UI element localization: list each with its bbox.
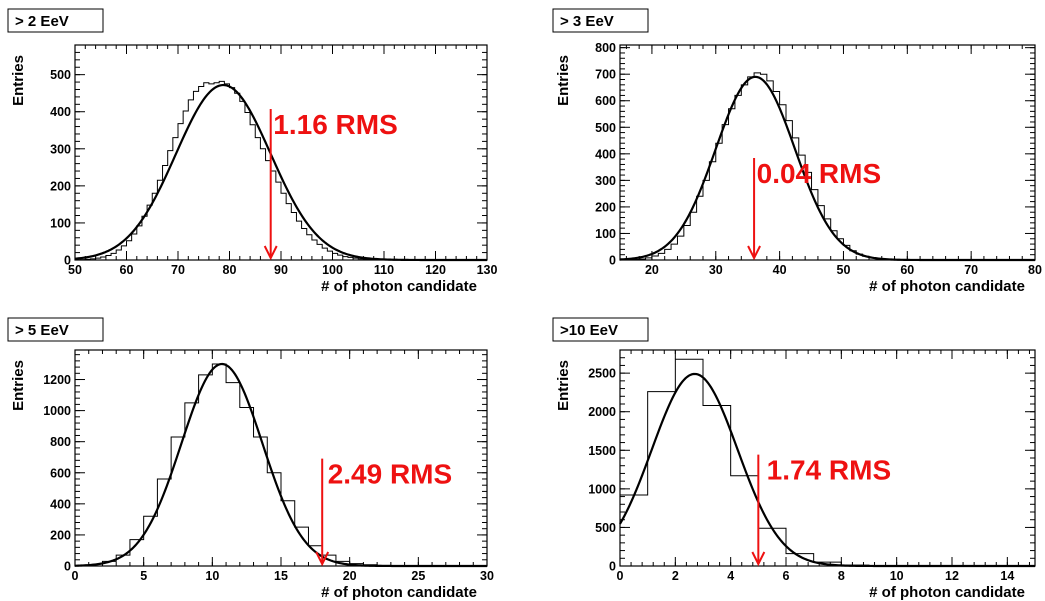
title-box: [552, 317, 649, 342]
x-tick-label: 100: [322, 263, 343, 277]
rms-arrow-head: [751, 551, 766, 567]
chart-title: > 3 EeV: [560, 13, 614, 30]
title-box: [7, 8, 104, 33]
rms-arrow-head: [747, 245, 761, 261]
y-tick-label: 800: [595, 41, 616, 55]
x-tick-label: 20: [645, 263, 659, 277]
title-box: [552, 8, 649, 33]
x-tick-label: 4: [727, 569, 734, 583]
rms-arrow-head: [315, 551, 330, 567]
chart-panel-3: > 5 EeV 0 5 10 15 20 25 30 0 200 400 600 800 1000 1200…: [7, 317, 494, 601]
y-tick-label: 100: [50, 216, 71, 230]
y-tick-label: 500: [50, 68, 71, 82]
chart-title: > 5 EeV: [15, 322, 69, 339]
y-tick-label: 2500: [588, 367, 616, 381]
y-tick-label: 0: [609, 560, 616, 574]
x-tick-label: 10: [205, 569, 219, 583]
rms-annotation: 0.04 RMS: [757, 158, 882, 189]
y-axis-label: Entries: [10, 55, 27, 106]
x-tick-label: 30: [709, 263, 723, 277]
y-axis-label: Entries: [555, 55, 572, 106]
x-tick-label: 20: [343, 569, 357, 583]
y-axis-label: Entries: [555, 360, 572, 411]
y-tick-label: 200: [50, 179, 71, 193]
rms-annotation: 2.49 RMS: [328, 459, 453, 490]
x-tick-label: 60: [120, 263, 134, 277]
y-tick-label: 800: [50, 435, 71, 449]
y-tick-label: 0: [64, 254, 71, 268]
histogram-series: [101, 363, 406, 567]
y-tick-label: 300: [595, 174, 616, 188]
x-tick-label: 110: [374, 263, 394, 277]
y-tick-label: 1000: [43, 404, 71, 418]
y-tick-label: 300: [50, 142, 71, 156]
y-tick-label: 700: [595, 68, 616, 82]
y-tick-label: 400: [50, 105, 71, 119]
y-tick-label: 0: [64, 560, 71, 574]
y-tick-label: 2000: [588, 405, 616, 419]
x-tick-label: 70: [171, 263, 185, 277]
x-tick-label: 15: [274, 569, 288, 583]
x-tick-label: 8: [838, 569, 845, 583]
x-tick-label: 130: [477, 263, 498, 277]
x-tick-label: 12: [945, 569, 959, 583]
x-tick-label: 6: [783, 569, 790, 583]
y-tick-label: 500: [595, 521, 616, 535]
x-tick-label: 50: [68, 263, 82, 277]
y-tick-label: 1000: [588, 482, 616, 496]
title-box: [7, 317, 104, 342]
x-axis-label: # of photon candidate: [321, 584, 477, 601]
chart-title: >10 EeV: [560, 322, 618, 339]
y-tick-label: 600: [595, 94, 616, 108]
y-tick-label: 1500: [588, 444, 616, 458]
x-axis-label: # of photon candidate: [321, 278, 477, 295]
x-tick-label: 30: [480, 569, 494, 583]
x-tick-label: 90: [274, 263, 288, 277]
y-tick-label: 200: [595, 200, 616, 214]
x-tick-label: 80: [1028, 263, 1042, 277]
chart-title: > 2 EeV: [15, 13, 69, 30]
x-tick-label: 50: [837, 263, 851, 277]
x-tick-label: 5: [140, 569, 147, 583]
y-axis-label: Entries: [10, 360, 27, 411]
y-tick-label: 1200: [43, 373, 71, 387]
x-tick-label: 60: [900, 263, 914, 277]
x-tick-label: 25: [411, 569, 425, 583]
x-tick-label: 0: [72, 569, 79, 583]
rms-annotation: 1.16 RMS: [273, 109, 398, 140]
y-tick-label: 200: [50, 528, 71, 542]
rms-arrow-head: [263, 245, 278, 261]
y-tick-label: 500: [595, 121, 616, 135]
x-tick-label: 70: [964, 263, 978, 277]
x-tick-label: 10: [890, 569, 904, 583]
x-tick-label: 0: [617, 569, 624, 583]
x-tick-label: 2: [672, 569, 679, 583]
y-tick-label: 100: [595, 227, 616, 241]
x-axis-label: # of photon candidate: [869, 278, 1025, 295]
y-tick-label: 400: [50, 497, 71, 511]
chart-panel-1: > 2 EeV 50 60 70 80 90 100 110 120 130 0 100 200 300 4…: [7, 8, 498, 295]
x-tick-label: 120: [425, 263, 446, 277]
plot-frame: [619, 44, 1036, 261]
x-tick-label: 14: [1000, 569, 1014, 583]
x-axis-label: # of photon candidate: [869, 584, 1025, 601]
y-tick-label: 0: [609, 254, 616, 268]
y-tick-label: 400: [595, 147, 616, 161]
rms-annotation: 1.74 RMS: [767, 455, 892, 486]
x-tick-label: 40: [773, 263, 787, 277]
x-tick-label: 80: [223, 263, 237, 277]
y-tick-label: 600: [50, 466, 71, 480]
chart-panel-4: >10 EeV 0 2 4 6 8 10 12 14 0 500 1000 1500 2000 2500 # …: [552, 317, 1036, 601]
